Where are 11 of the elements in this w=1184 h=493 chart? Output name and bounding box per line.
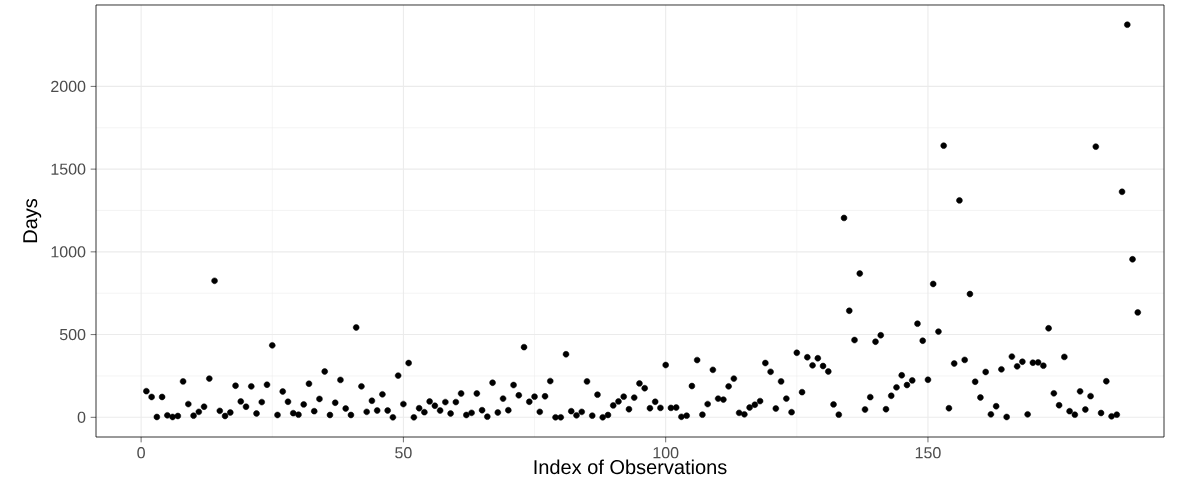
- x-axis-title: Index of Observations: [534, 459, 727, 475]
- x-tick-label: 0: [137, 447, 145, 459]
- y-tick-label: 500: [59, 328, 86, 341]
- y-tick-label: 1000: [51, 246, 86, 258]
- y-tick-label: 0: [77, 411, 86, 423]
- x-tick-label: 50: [395, 447, 412, 459]
- x-tick-label: 100: [653, 447, 679, 459]
- y-tick-label: 2000: [51, 80, 86, 93]
- x-tick-label: 150: [915, 447, 941, 459]
- y-tick-label: 1500: [51, 163, 86, 175]
- y-axis-title: Days: [23, 198, 42, 243]
